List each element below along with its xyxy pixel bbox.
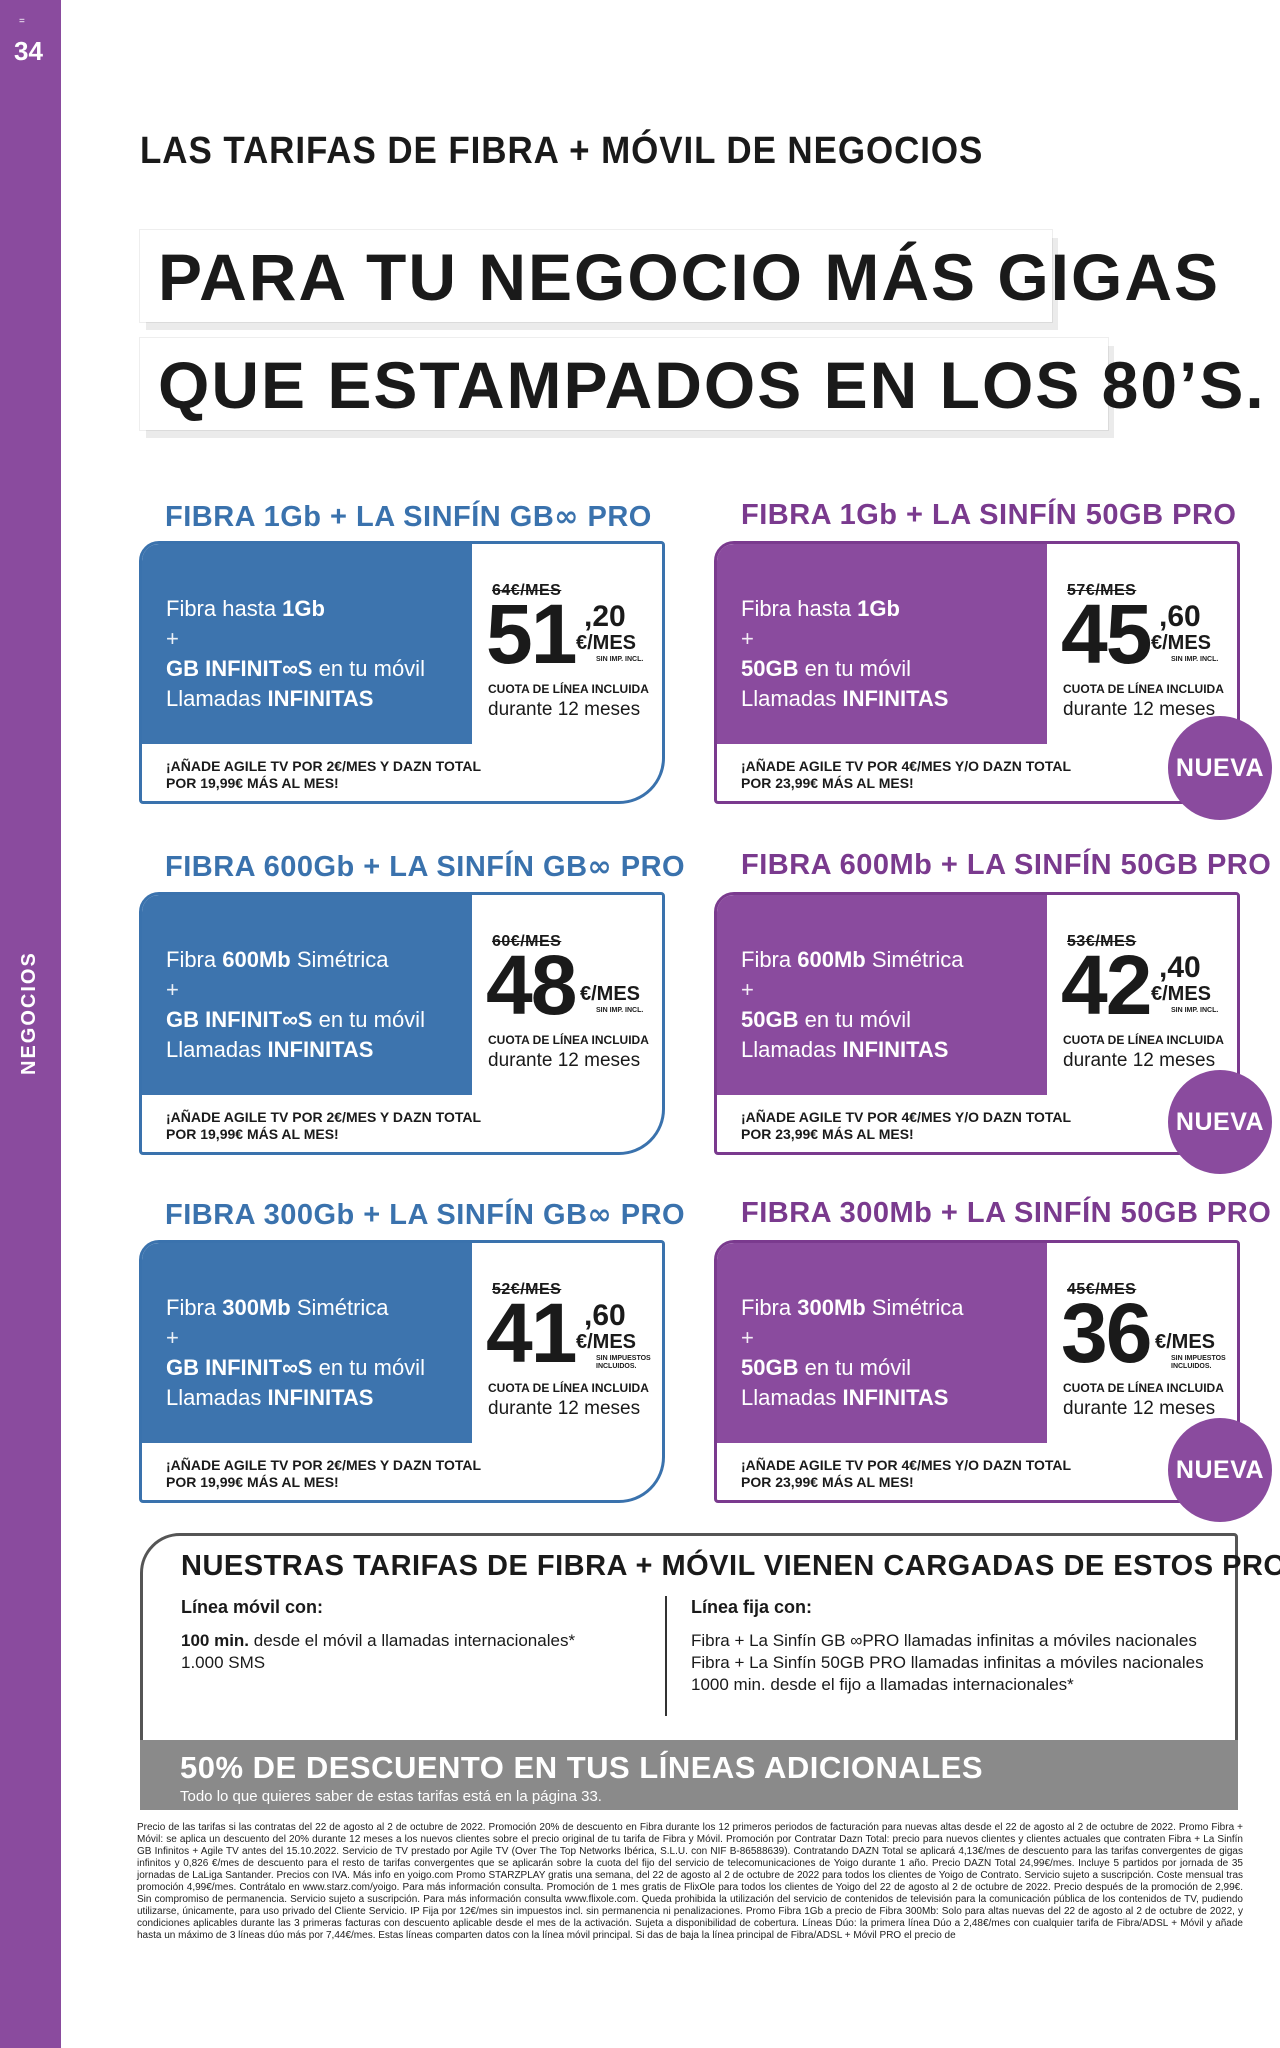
price-integer: 48 <box>486 938 577 1032</box>
section-title: LAS TARIFAS DE FIBRA + MÓVIL DE NEGOCIOS <box>140 130 984 172</box>
price-integer: 45 <box>1061 587 1152 681</box>
old-price: 53€/MES <box>1067 933 1137 950</box>
cuota-note: CUOTA DE LÍNEA INCLUIDA <box>1063 1381 1224 1395</box>
plan-features: Fibra 300Mb Simétrica + 50GB en tu móvil… <box>717 1243 1047 1443</box>
old-price: 57€/MES <box>1067 582 1137 599</box>
price-unit: €/MES <box>1155 1331 1216 1353</box>
hero-line-1: PARA TU NEGOCIO MÁS GIGAS <box>140 230 1218 322</box>
new-badge: NUEVA <box>1168 1070 1272 1174</box>
plan-card[interactable]: Fibra hasta 1Gb + 50GB en tu móvil Llama… <box>714 541 1240 804</box>
old-price: 52€/MES <box>492 1281 562 1298</box>
cuota-note: CUOTA DE LÍNEA INCLUIDA <box>1063 682 1224 696</box>
plan-title: FIBRA 1Gb + LA SINFÍN GB∞ PRO <box>165 499 652 533</box>
price-integer: 41 <box>486 1286 577 1380</box>
plan-price: 60€/MES 48 €/MES SIN IMP. INCL. CUOTA DE… <box>472 895 662 1095</box>
tax-note: SIN IMPUESTOS INCLUIDOS. <box>1171 1355 1226 1370</box>
duration: durante 12 meses <box>1063 1050 1216 1071</box>
price-integer: 51 <box>486 587 577 681</box>
plan-price: 57€/MES 45 ,60 €/MES SIN IMP. INCL. CUOT… <box>1047 544 1237 744</box>
duration: durante 12 meses <box>488 1398 641 1419</box>
plan-features: Fibra 600Mb Simétrica + 50GB en tu móvil… <box>717 895 1047 1095</box>
section-tab: NEGOCIOS <box>18 951 40 1075</box>
plan-features: Fibra hasta 1Gb + 50GB en tu móvil Llama… <box>717 544 1047 744</box>
fixed-heading: Línea fija con: <box>691 1597 813 1617</box>
tax-note: SIN IMP. INCL. <box>596 656 644 663</box>
mobile-line-features: Línea móvil con: 100 min. desde el móvil… <box>181 1596 631 1674</box>
mobile-feature: 100 min. desde el móvil a llamadas inter… <box>181 1631 576 1650</box>
plan-card[interactable]: Fibra 600Mb Simétrica + GB INFINIT∞S en … <box>139 892 665 1155</box>
discount-subtitle: Todo lo que quieres saber de estas tarif… <box>180 1788 602 1805</box>
price-decimal: ,40 <box>1159 951 1201 984</box>
fixed-line-features: Línea fija con: Fibra + La Sinfín GB ∞PR… <box>665 1596 1235 1716</box>
cuota-note: CUOTA DE LÍNEA INCLUIDA <box>488 1033 649 1047</box>
tax-note: SIN IMP. INCL. <box>1171 1007 1219 1014</box>
legal-text: Precio de las tarifas si las contratas d… <box>137 1822 1243 1941</box>
addon-offer: ¡AÑADE AGILE TV POR 2€/MES Y DAZN TOTAL P… <box>166 1457 482 1490</box>
old-price: 60€/MES <box>492 933 562 950</box>
tax-note: SIN IMPUESTOS INCLUIDOS. <box>596 1355 651 1370</box>
addon-offer: ¡AÑADE AGILE TV POR 2€/MES Y DAZN TOTAL P… <box>166 758 482 791</box>
mobile-heading: Línea móvil con: <box>181 1597 324 1617</box>
price-integer: 42 <box>1061 938 1152 1032</box>
side-band: = 34 NEGOCIOS <box>0 0 61 2048</box>
plan-title: FIBRA 1Gb + LA SINFÍN 50GB PRO <box>741 499 1237 531</box>
price-unit: €/MES <box>576 632 637 654</box>
page-mark: = <box>19 16 25 27</box>
plan-card[interactable]: Fibra 300Mb Simétrica + GB INFINIT∞S en … <box>139 1240 665 1503</box>
fixed-feature: Fibra + La Sinfín GB ∞PRO llamadas infin… <box>691 1631 1197 1650</box>
plan-title: FIBRA 600Mb + LA SINFÍN 50GB PRO <box>741 849 1272 881</box>
cuota-note: CUOTA DE LÍNEA INCLUIDA <box>488 1381 649 1395</box>
plan-title: FIBRA 300Gb + LA SINFÍN GB∞ PRO <box>165 1197 686 1231</box>
plan-price: 64€/MES 51 ,20 €/MES SIN IMP. INCL. CUOT… <box>472 544 662 744</box>
hero-line-2: QUE ESTAMPADOS EN LOS 80’S. <box>140 338 1264 430</box>
plan-card[interactable]: Fibra hasta 1Gb + GB INFINIT∞S en tu móv… <box>139 541 665 804</box>
plan-features: Fibra 600Mb Simétrica + GB INFINIT∞S en … <box>142 895 472 1095</box>
fixed-feature: 1000 min. desde el fijo a llamadas inter… <box>691 1675 1074 1694</box>
pros-heading: NUESTRAS TARIFAS DE FIBRA + MÓVIL VIENEN… <box>181 1550 1280 1582</box>
price-decimal: ,20 <box>584 600 626 633</box>
tax-note: SIN IMP. INCL. <box>596 1007 644 1014</box>
fixed-feature: Fibra + La Sinfín 50GB PRO llamadas infi… <box>691 1653 1204 1672</box>
new-badge: NUEVA <box>1168 716 1272 820</box>
pros-box: NUESTRAS TARIFAS DE FIBRA + MÓVIL VIENEN… <box>140 1533 1280 1746</box>
mobile-feature: 1.000 SMS <box>181 1653 266 1672</box>
discount-banner: 50% DE DESCUENTO EN TUS LÍNEAS ADICIONAL… <box>140 1740 1238 1810</box>
price-unit: €/MES <box>1151 632 1212 654</box>
plan-card[interactable]: Fibra 600Mb Simétrica + 50GB en tu móvil… <box>714 892 1240 1155</box>
new-badge: NUEVA <box>1168 1418 1272 1522</box>
old-price: 64€/MES <box>492 582 562 599</box>
price-decimal: ,60 <box>584 1299 626 1332</box>
duration: durante 12 meses <box>488 699 641 720</box>
cuota-note: CUOTA DE LÍNEA INCLUIDA <box>488 682 649 696</box>
plan-price: 45€/MES 36 €/MES SIN IMPUESTOS INCLUIDOS… <box>1047 1243 1237 1443</box>
page-number: 34 <box>14 36 43 66</box>
addon-offer: ¡AÑADE AGILE TV POR 2€/MES Y DAZN TOTAL P… <box>166 1109 482 1142</box>
plan-features: Fibra 300Mb Simétrica + GB INFINIT∞S en … <box>142 1243 472 1443</box>
addon-offer: ¡AÑADE AGILE TV POR 4€/MES Y/O DAZN TOTA… <box>741 758 1072 791</box>
addon-offer: ¡AÑADE AGILE TV POR 4€/MES Y/O DAZN TOTA… <box>741 1109 1072 1142</box>
tax-note: SIN IMP. INCL. <box>1171 656 1219 663</box>
plan-title: FIBRA 600Gb + LA SINFÍN GB∞ PRO <box>165 849 686 883</box>
discount-title: 50% DE DESCUENTO EN TUS LÍNEAS ADICIONAL… <box>180 1750 984 1785</box>
plan-price: 53€/MES 42 ,40 €/MES SIN IMP. INCL. CUOT… <box>1047 895 1237 1095</box>
price-unit: €/MES <box>580 983 641 1005</box>
duration: durante 12 meses <box>1063 699 1216 720</box>
duration: durante 12 meses <box>488 1050 641 1071</box>
plan-features: Fibra hasta 1Gb + GB INFINIT∞S en tu móv… <box>142 544 472 744</box>
price-integer: 36 <box>1061 1286 1152 1380</box>
price-unit: €/MES <box>1151 983 1212 1005</box>
addon-offer: ¡AÑADE AGILE TV POR 4€/MES Y/O DAZN TOTA… <box>741 1457 1072 1490</box>
duration: durante 12 meses <box>1063 1398 1216 1419</box>
plan-price: 52€/MES 41 ,60 €/MES SIN IMPUESTOS INCLU… <box>472 1243 662 1443</box>
price-unit: €/MES <box>576 1331 637 1353</box>
old-price: 45€/MES <box>1067 1281 1137 1298</box>
plan-title: FIBRA 300Mb + LA SINFÍN 50GB PRO <box>741 1197 1272 1229</box>
plan-card[interactable]: Fibra 300Mb Simétrica + 50GB en tu móvil… <box>714 1240 1240 1503</box>
price-decimal: ,60 <box>1159 600 1201 633</box>
cuota-note: CUOTA DE LÍNEA INCLUIDA <box>1063 1033 1224 1047</box>
